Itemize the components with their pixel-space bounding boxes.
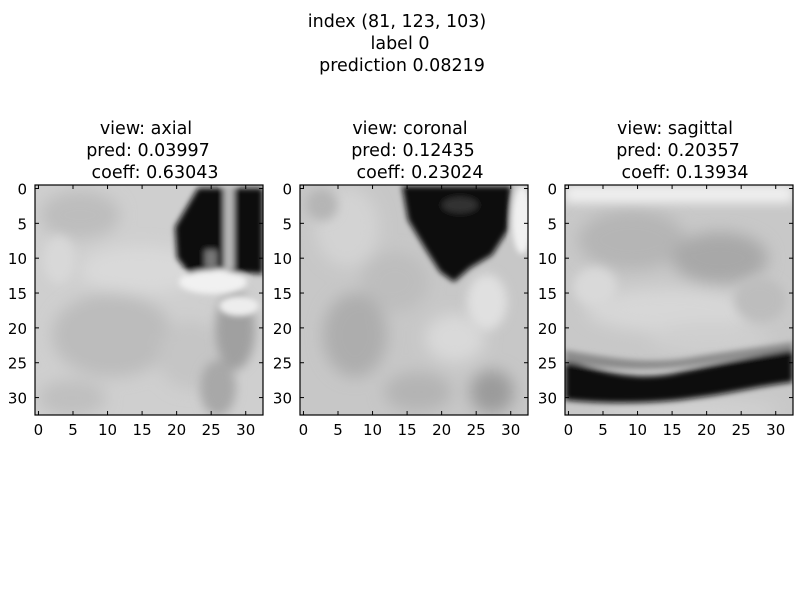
axial-x-tick-label: 30 <box>236 421 255 439</box>
axial-y-tick-label: 15 <box>8 285 27 303</box>
axial-y-tick-label: 25 <box>8 355 27 373</box>
panel-sagittal-title-coeff: coeff: 0.13934 <box>622 163 749 183</box>
coronal-y-tick-label: 30 <box>273 390 292 408</box>
coronal-y-tick-label: 10 <box>273 250 292 268</box>
coronal-x-tick-label: 5 <box>333 421 343 439</box>
panel-sagittal-image <box>565 185 793 415</box>
coronal-x-tick-label: 10 <box>363 421 382 439</box>
coronal-y-tick-label: 5 <box>282 215 292 233</box>
axial-x-tick-label: 25 <box>202 421 221 439</box>
axial-y-tick-label: 20 <box>8 320 27 338</box>
panel-axial-title-view: view: axial <box>100 119 192 139</box>
panel-axial-frame <box>34 184 264 416</box>
coronal-y-tick-label: 15 <box>273 285 292 303</box>
sagittal-x-tick-label: 15 <box>663 421 682 439</box>
coronal-x-tick-label: 30 <box>501 421 520 439</box>
sagittal-x-tick-label: 5 <box>598 421 608 439</box>
axial-x-tick-label: 0 <box>34 421 44 439</box>
panel-coronal: view: coronal pred: 0.12435 coeff: 0.230… <box>299 119 529 416</box>
coronal-y-tick-label: 20 <box>273 320 292 338</box>
panel-axial-title-pred: pred: 0.03997 <box>86 141 210 161</box>
sagittal-x-tick-label: 30 <box>766 421 785 439</box>
panel-axial-image <box>35 185 263 415</box>
panel-coronal-image <box>300 185 528 415</box>
axial-x-tick-label: 15 <box>133 421 152 439</box>
sagittal-y-tick-label: 15 <box>538 285 557 303</box>
panel-axial: view: axial pred: 0.03997 coeff: 0.63043 <box>34 119 264 416</box>
panel-sagittal-title-pred: pred: 0.20357 <box>616 141 740 161</box>
axial-x-tick-label: 10 <box>98 421 117 439</box>
axial-x-tick-label: 5 <box>68 421 78 439</box>
sagittal-x-tick-label: 20 <box>697 421 716 439</box>
coronal-y-tick-label: 25 <box>273 355 292 373</box>
sagittal-y-tick-label: 25 <box>538 355 557 373</box>
sagittal-x-tick-label: 10 <box>628 421 647 439</box>
panel-coronal-frame <box>299 184 529 416</box>
sagittal-y-tick-label: 30 <box>538 390 557 408</box>
panel-sagittal-frame <box>564 184 794 416</box>
panel-sagittal: view: sagittal pred: 0.20357 coeff: 0.13… <box>564 119 794 416</box>
panel-axial-title-coeff: coeff: 0.63043 <box>92 163 219 183</box>
panel-sagittal-title-view: view: sagittal <box>617 119 733 139</box>
axial-x-tick-label: 20 <box>167 421 186 439</box>
axial-y-tick-label: 30 <box>8 390 27 408</box>
sagittal-y-tick-label: 0 <box>547 180 557 198</box>
panel-coronal-title-pred: pred: 0.12435 <box>351 141 475 161</box>
panel-coronal-title-coeff: coeff: 0.23024 <box>357 163 484 183</box>
sagittal-x-tick-label: 0 <box>564 421 574 439</box>
suptitle-line-2: label 0 <box>370 34 429 54</box>
coronal-x-tick-label: 15 <box>398 421 417 439</box>
axial-y-tick-label: 10 <box>8 250 27 268</box>
suptitle-line-1: index (81, 123, 103) <box>308 12 486 32</box>
axial-y-tick-label: 0 <box>17 180 27 198</box>
suptitle-line-3: prediction 0.08219 <box>319 56 485 76</box>
coronal-x-tick-label: 0 <box>299 421 309 439</box>
sagittal-x-tick-label: 25 <box>732 421 751 439</box>
coronal-y-tick-label: 0 <box>282 180 292 198</box>
sagittal-y-tick-label: 20 <box>538 320 557 338</box>
figure-suptitle: index (81, 123, 103) label 0 prediction … <box>308 12 486 76</box>
axial-y-tick-label: 5 <box>17 215 27 233</box>
sagittal-y-tick-label: 10 <box>538 250 557 268</box>
panel-coronal-title-view: view: coronal <box>352 119 467 139</box>
axis-ticks: 0 5 10 15 20 25 30 0 5 10 15 20 25 30 0 5 10 15 20 25 30 0 5 10… <box>8 180 793 439</box>
coronal-x-tick-label: 25 <box>467 421 486 439</box>
coronal-x-tick-label: 20 <box>432 421 451 439</box>
sagittal-y-tick-label: 5 <box>547 215 557 233</box>
